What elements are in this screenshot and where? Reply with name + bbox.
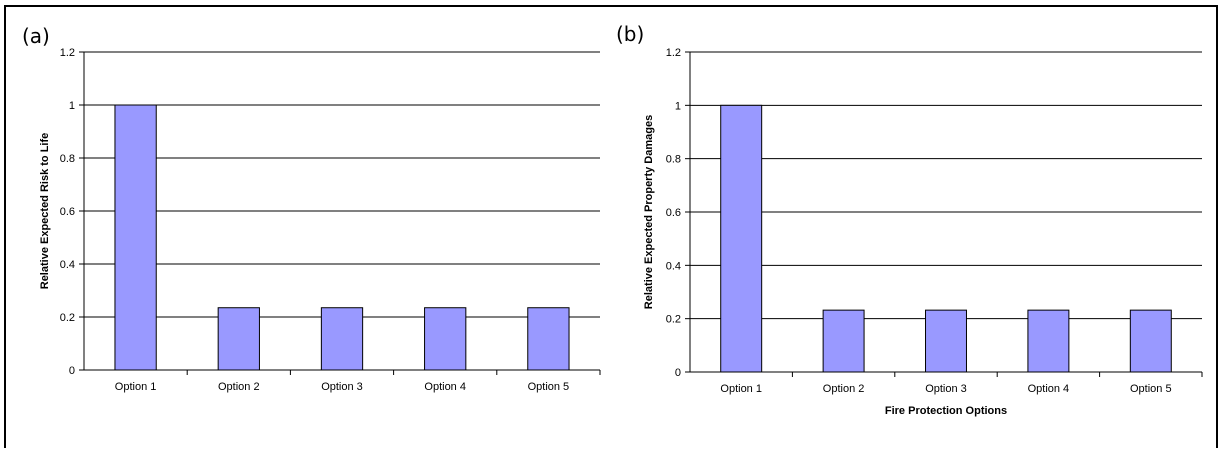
x-tick-label: Option 3 xyxy=(321,381,363,393)
bar xyxy=(424,307,467,371)
y-tick-label: 1 xyxy=(69,100,75,112)
bar-chart-a: 0 0.2 0.4 0.6 0.8 1 1.2 Option 1 Option 2 Option … xyxy=(39,47,601,393)
bar xyxy=(1129,309,1172,373)
bar xyxy=(527,307,570,371)
x-tick-label: Option 4 xyxy=(1028,383,1070,395)
panel-label-b: (b) xyxy=(616,22,645,46)
y-tick-label: 0.4 xyxy=(60,259,75,271)
x-tick-label: Option 2 xyxy=(218,381,260,393)
bar xyxy=(822,309,865,373)
x-tick-label: Option 3 xyxy=(925,383,967,395)
y-axis-label: Relative Expected Property Damages xyxy=(643,115,655,309)
y-tick-label: 1.2 xyxy=(60,47,75,59)
bar xyxy=(114,104,157,371)
panel-label-a: (a) xyxy=(22,24,50,48)
y-tick-label: 1.2 xyxy=(666,47,681,59)
x-tick-label: Option 2 xyxy=(823,383,865,395)
bar xyxy=(320,307,364,371)
y-tick-label: 1 xyxy=(675,100,681,112)
bar xyxy=(1027,309,1070,373)
x-tick-label: Option 5 xyxy=(528,381,570,393)
y-tick-label: 0.8 xyxy=(666,154,681,166)
y-tick-label: 0 xyxy=(675,367,681,379)
x-tick-label: Option 4 xyxy=(424,381,466,393)
bar xyxy=(720,104,763,373)
y-tick-label: 0.6 xyxy=(60,206,75,218)
figure-frame xyxy=(4,5,1218,448)
x-tick-label: Option 1 xyxy=(720,383,762,395)
y-axis-label: Relative Expected Risk to Life xyxy=(39,133,51,290)
bar xyxy=(217,307,260,371)
bar xyxy=(925,309,967,373)
chart-panel-b: (b) 0 0.2 0.4 0.6 0.8 1 1.2 Option 1 Option 2 Opt… xyxy=(610,8,1205,448)
y-tick-label: 0.8 xyxy=(60,153,75,165)
y-tick-label: 0.2 xyxy=(60,312,75,324)
x-tick-label: Option 1 xyxy=(115,381,157,393)
y-tick-label: 0.6 xyxy=(666,207,681,219)
bar-chart-b: 0 0.2 0.4 0.6 0.8 1 1.2 Option 1 Option 2 Option … xyxy=(643,47,1203,417)
chart-panel-a: (a) 0 0.2 0.4 0.6 0.8 1 1.2 Option 1 Option 2 Opt… xyxy=(8,8,603,448)
x-axis-label: Fire Protection Options xyxy=(885,405,1007,417)
x-tick-label: Option 5 xyxy=(1130,383,1172,395)
y-tick-label: 0.4 xyxy=(666,260,681,272)
y-tick-label: 0 xyxy=(69,365,75,377)
y-tick-label: 0.2 xyxy=(666,314,681,326)
